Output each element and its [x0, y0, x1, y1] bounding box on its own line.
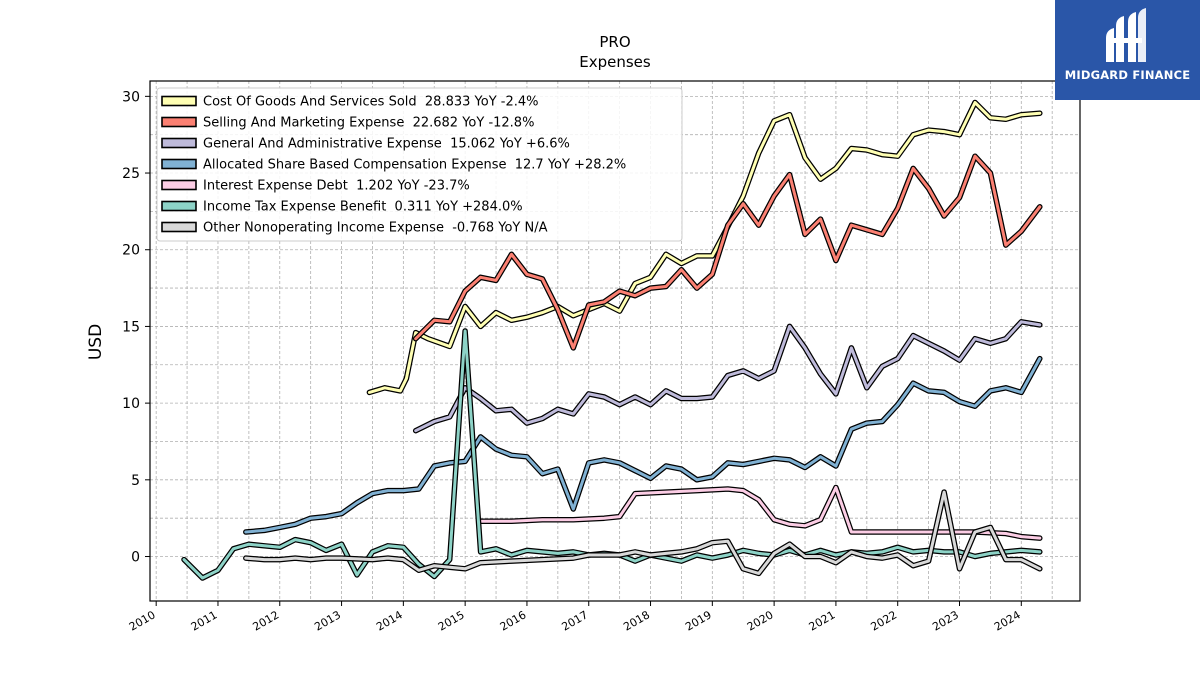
x-tick-label: 2024: [992, 608, 1023, 633]
y-axis-label: USD: [86, 324, 106, 360]
x-tick-label: 2013: [312, 608, 343, 633]
x-tick-label: 2022: [868, 608, 899, 633]
legend-swatch: [161, 179, 197, 191]
x-tick-label: 2023: [930, 608, 961, 633]
legend-box: [156, 87, 683, 242]
x-tick-label: 2021: [807, 608, 838, 633]
series-line: [414, 154, 1042, 350]
x-tick-label: 2015: [436, 608, 467, 633]
series-line: [367, 101, 1042, 394]
plot-frame: [149, 80, 1081, 602]
x-tick-label: 2014: [374, 608, 405, 633]
y-tick-label: 15: [122, 319, 140, 335]
y-tick-label: 0: [131, 550, 140, 566]
legend: Cost Of Goods And Services Sold 28.833 Y…: [156, 87, 683, 242]
midgard-logo-icon: [1106, 8, 1146, 62]
legend-entry-label: Other Nonoperating Income Expense -0.768…: [203, 221, 548, 236]
x-tick-label: 2012: [251, 608, 282, 633]
legend-swatch: [161, 116, 197, 128]
x-tick-label: 2010: [127, 608, 158, 633]
legend-swatch: [161, 221, 197, 233]
legend-entry-label: Cost Of Goods And Services Sold 28.833 Y…: [203, 95, 539, 110]
series-outline: [181, 328, 1043, 581]
y-tick-label: 20: [122, 243, 140, 259]
series-line: [244, 357, 1042, 534]
legend-entry-label: General And Administrative Expense 15.06…: [203, 137, 570, 152]
series-lines: [181, 99, 1043, 581]
y-tick-label: 25: [122, 166, 140, 182]
legend-swatch: [161, 200, 197, 212]
brand-logo-text: MIDGARD FINANCE: [1064, 68, 1191, 82]
chart-title: PRO: [599, 33, 630, 51]
y-tick-label: 10: [122, 396, 140, 412]
series-line: [414, 320, 1042, 433]
legend-entry-label: Allocated Share Based Compensation Expen…: [203, 158, 626, 173]
series-outline: [243, 355, 1043, 535]
x-tick-label: 2020: [745, 608, 776, 633]
chart-subtitle: Expenses: [579, 53, 651, 71]
x-tick-label: 2018: [621, 608, 652, 633]
brand-logo: MIDGARD FINANCE: [1055, 0, 1200, 100]
series-line: [244, 490, 1042, 575]
x-tick-label: 2019: [683, 608, 714, 633]
legend-swatch: [161, 137, 197, 149]
legend-entry-label: Selling And Marketing Expense 22.682 YoY…: [203, 116, 534, 131]
x-tick-label: 2011: [189, 608, 220, 633]
legend-entry-label: Interest Expense Debt 1.202 YoY -23.7%: [203, 179, 470, 194]
x-tick-label: 2017: [559, 608, 590, 633]
legend-entry-label: Income Tax Expense Benefit 0.311 YoY +28…: [203, 200, 523, 215]
y-tick-label: 5: [131, 473, 140, 489]
x-tick-label: 2016: [498, 608, 529, 633]
legend-swatch: [161, 158, 197, 170]
series-line: [479, 486, 1042, 540]
legend-swatch: [161, 95, 197, 107]
y-tick-label: 30: [122, 89, 140, 105]
